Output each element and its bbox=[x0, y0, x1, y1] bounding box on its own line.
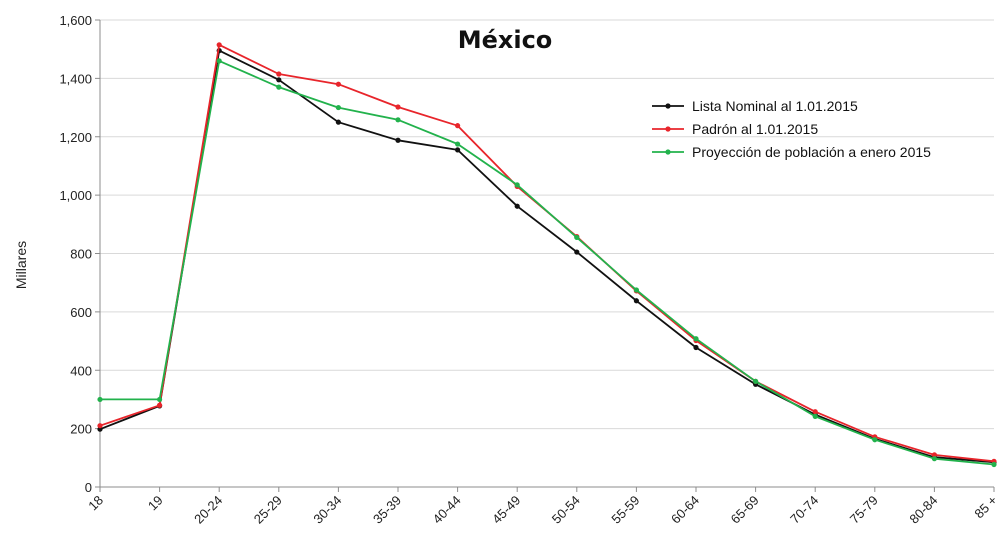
legend-item: Padrón al 1.01.2015 bbox=[652, 121, 818, 137]
data-point bbox=[872, 437, 878, 443]
data-point bbox=[753, 378, 759, 384]
legend-marker bbox=[665, 126, 671, 132]
data-point bbox=[335, 81, 341, 87]
x-tick-label: 50-54 bbox=[549, 493, 583, 527]
x-tick-label: 65-69 bbox=[728, 493, 762, 527]
x-tick-label: 60-64 bbox=[668, 493, 702, 527]
legend-item: Proyección de población a enero 2015 bbox=[652, 144, 931, 160]
x-tick-label: 18 bbox=[85, 493, 106, 514]
x-tick-label: 80-84 bbox=[906, 493, 940, 527]
data-point bbox=[931, 456, 938, 462]
legend-item: Lista Nominal al 1.01.2015 bbox=[652, 98, 858, 114]
y-tick-label: 1,400 bbox=[59, 71, 92, 86]
data-point bbox=[991, 461, 997, 468]
y-tick-label: 400 bbox=[70, 363, 92, 378]
series-line bbox=[100, 60, 995, 466]
data-point bbox=[395, 117, 401, 123]
x-tick-label: 25-29 bbox=[251, 493, 285, 527]
x-tick-label: 55-59 bbox=[608, 493, 642, 527]
data-point bbox=[633, 287, 640, 293]
series-1 bbox=[97, 48, 997, 465]
data-point bbox=[514, 203, 520, 209]
x-tick-label: 85 + bbox=[971, 493, 998, 522]
x-tick-label: 20-24 bbox=[191, 493, 225, 527]
y-axis-label: Millares bbox=[13, 241, 29, 289]
data-point bbox=[276, 71, 282, 77]
data-point bbox=[157, 402, 163, 408]
data-point bbox=[276, 84, 282, 90]
x-tick-label: 70-74 bbox=[787, 493, 821, 527]
legend-label: Proyección de población a enero 2015 bbox=[692, 144, 931, 160]
data-point bbox=[97, 396, 103, 403]
x-tick-label: 35-39 bbox=[370, 493, 404, 527]
x-tick-label: 19 bbox=[145, 493, 166, 514]
x-tick-label: 45-49 bbox=[489, 493, 523, 527]
data-point bbox=[395, 104, 401, 110]
data-point bbox=[97, 423, 103, 429]
series-lines bbox=[97, 42, 997, 468]
data-point bbox=[693, 344, 699, 351]
data-point bbox=[395, 137, 401, 143]
y-tick-labels: 0 200 400 600 800 1,000 1,200 1,400 1,600 bbox=[59, 13, 100, 495]
x-tick-label: 30-34 bbox=[310, 493, 344, 527]
data-point bbox=[812, 409, 818, 415]
y-tick-label: 1,200 bbox=[59, 130, 92, 145]
data-point bbox=[276, 77, 282, 83]
chart-title: México bbox=[458, 26, 553, 54]
data-point bbox=[216, 58, 222, 64]
y-tick-label: 1,600 bbox=[59, 13, 92, 28]
gridlines bbox=[100, 19, 994, 430]
series-line bbox=[99, 49, 995, 464]
data-point bbox=[514, 182, 520, 188]
data-point bbox=[335, 104, 341, 111]
y-tick-label: 1,000 bbox=[59, 188, 92, 203]
y-tick-label: 200 bbox=[70, 422, 92, 437]
legend-marker bbox=[665, 149, 671, 155]
x-tick-label: 40-44 bbox=[430, 493, 464, 527]
data-point bbox=[335, 119, 341, 125]
data-point bbox=[216, 42, 222, 48]
data-point bbox=[455, 141, 461, 147]
data-point bbox=[455, 147, 461, 153]
data-point bbox=[931, 452, 938, 458]
legend-label: Lista Nominal al 1.01.2015 bbox=[692, 98, 858, 114]
y-tick-label: 600 bbox=[70, 305, 92, 320]
legend: Lista Nominal al 1.01.2015 Padrón al 1.01… bbox=[652, 98, 931, 160]
data-point bbox=[812, 413, 818, 419]
data-point bbox=[574, 234, 580, 241]
x-tick-label: 75-79 bbox=[847, 493, 881, 527]
data-point bbox=[693, 336, 699, 342]
data-point bbox=[157, 396, 163, 403]
y-tick-label: 0 bbox=[85, 480, 92, 495]
data-point bbox=[633, 298, 640, 304]
y-tick-label: 800 bbox=[70, 247, 92, 262]
series-3 bbox=[97, 58, 997, 468]
legend-marker bbox=[665, 103, 671, 109]
legend-label: Padrón al 1.01.2015 bbox=[692, 121, 818, 137]
x-tick-labels: 18 19 20-24 25-29 30-34 35-39 40-44 45-49 50-54 5… bbox=[85, 487, 998, 527]
data-point bbox=[455, 123, 461, 129]
data-point bbox=[574, 249, 580, 255]
